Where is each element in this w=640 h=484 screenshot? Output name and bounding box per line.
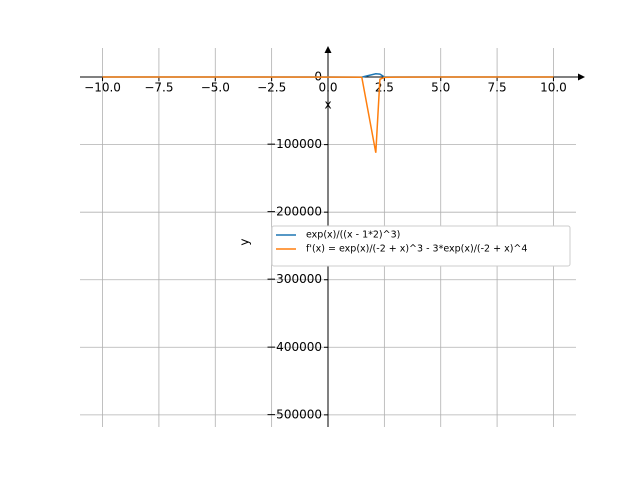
x-tick-label: −2.5 bbox=[257, 81, 286, 95]
x-axis-arrow bbox=[578, 73, 585, 81]
y-tick-label: −300000 bbox=[266, 272, 322, 286]
legend-label: exp(x)/((x - 1*2)^3) bbox=[306, 230, 400, 241]
x-tick-label: −10.0 bbox=[84, 81, 121, 95]
x-tick-label: 5.0 bbox=[431, 81, 450, 95]
x-tick-label: −5.0 bbox=[201, 81, 230, 95]
y-axis-arrow bbox=[324, 46, 332, 53]
y-tick-label: −400000 bbox=[266, 340, 322, 354]
y-tick-label: −500000 bbox=[266, 407, 322, 421]
y-tick-label: −200000 bbox=[266, 205, 322, 219]
y-axis-label: y bbox=[238, 238, 252, 245]
x-tick-label: 7.5 bbox=[488, 81, 507, 95]
legend: exp(x)/((x - 1*2)^3) f'(x) = exp(x)/(-2 +… bbox=[271, 225, 571, 267]
legend-label: f'(x) = exp(x)/(-2 + x)^3 - 3*exp(x)/(-2… bbox=[306, 244, 527, 255]
legend-frame bbox=[271, 225, 571, 267]
x-tick-label: 2.5 bbox=[375, 81, 394, 95]
x-tick-label: −7.5 bbox=[144, 81, 173, 95]
y-tick-label: −100000 bbox=[266, 137, 322, 151]
series-line bbox=[102, 76, 554, 153]
x-tick-label: 10.0 bbox=[540, 81, 567, 95]
